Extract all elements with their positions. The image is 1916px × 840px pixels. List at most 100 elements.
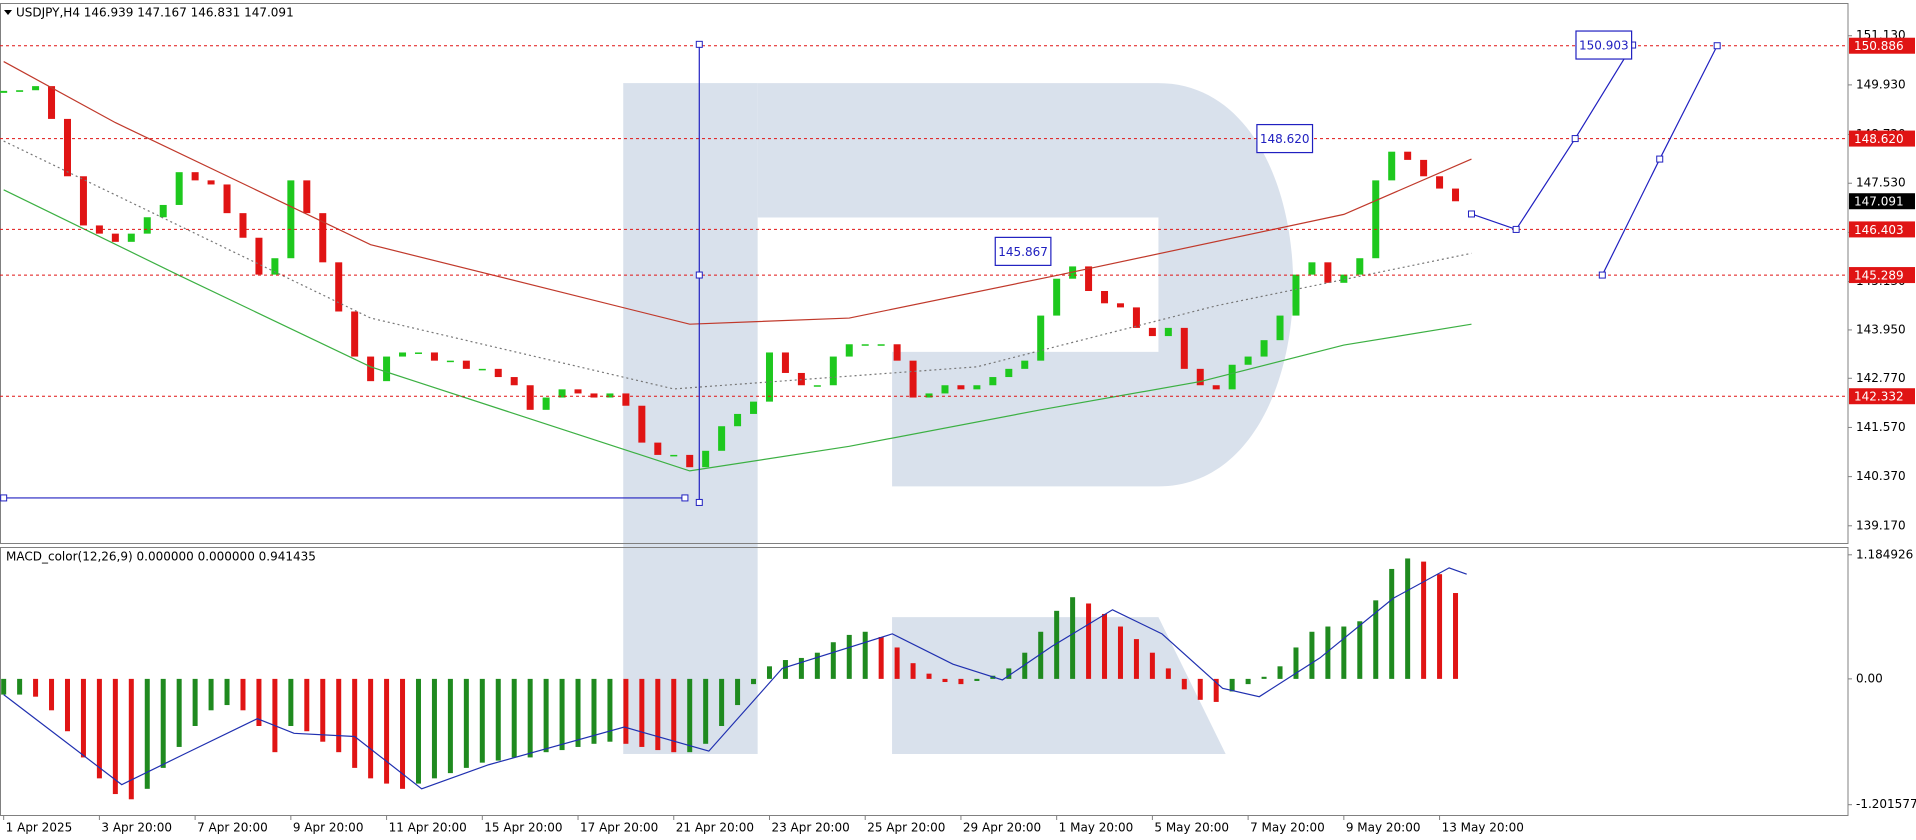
level-label: 148.620	[1854, 132, 1904, 146]
y-tick-label: 147.530	[1856, 176, 1906, 190]
macd-bar	[942, 678, 948, 683]
candle	[1148, 327, 1156, 337]
y-tick-label: 143.950	[1856, 322, 1906, 336]
x-tick-label: 7 May 20:00	[1250, 821, 1325, 835]
x-tick-label: 9 Apr 20:00	[293, 821, 364, 835]
macd-bar	[751, 678, 757, 685]
menu-triangle[interactable]	[4, 10, 12, 15]
macd-bar	[1070, 597, 1076, 679]
y-tick-label: 140.370	[1856, 469, 1906, 483]
candle	[1324, 262, 1332, 283]
macd-bar	[368, 678, 374, 779]
candle	[383, 356, 391, 382]
macd-bar	[64, 678, 70, 732]
candle	[32, 86, 40, 91]
macd-bar	[559, 678, 565, 751]
forecast-node	[695, 271, 703, 279]
macd-bar	[511, 678, 517, 758]
macd-bar	[639, 678, 645, 747]
level-label: 142.332	[1854, 390, 1904, 404]
candle	[845, 344, 853, 357]
candle	[1037, 315, 1045, 361]
annotation-label: 150.903	[1579, 39, 1629, 53]
candle	[143, 217, 151, 234]
y-tick-label: 149.930	[1856, 77, 1906, 91]
forecast-node	[1571, 135, 1579, 143]
candle	[973, 385, 981, 390]
macd-bar	[1261, 676, 1267, 679]
forecast-node	[695, 40, 703, 48]
candle	[925, 393, 933, 398]
x-tick-label: 17 Apr 20:00	[580, 821, 658, 835]
candle	[909, 360, 917, 398]
candle	[79, 176, 87, 226]
macd-bar	[192, 678, 198, 726]
candle	[207, 180, 215, 185]
macd-bar	[1165, 668, 1171, 679]
macd-bar	[1437, 574, 1443, 679]
macd-bar	[591, 678, 597, 744]
forecast-node	[1467, 210, 1475, 218]
candle	[622, 393, 630, 406]
macd-bar	[543, 678, 549, 753]
level-label: 146.403	[1854, 223, 1904, 237]
forecast-node	[1512, 225, 1520, 233]
candle	[542, 397, 550, 410]
x-tick-label: 11 Apr 20:00	[389, 821, 467, 835]
x-tick-label: 21 Apr 20:00	[676, 821, 754, 835]
candle	[1436, 176, 1444, 189]
macd-bar	[1421, 561, 1427, 679]
candle	[255, 237, 263, 275]
candle	[414, 352, 422, 354]
macd-bar	[240, 678, 246, 711]
macd-bar	[336, 678, 342, 753]
level-label-box	[1849, 267, 1915, 284]
candle	[734, 413, 742, 427]
macd-bar	[862, 631, 868, 679]
candle	[1276, 315, 1284, 341]
macd-bar	[719, 678, 725, 726]
candle	[510, 377, 518, 386]
macd-bar	[304, 678, 310, 732]
moving-average	[3, 189, 1472, 472]
candle	[718, 426, 726, 451]
last-price-box	[1849, 193, 1915, 210]
macd-bar	[974, 678, 980, 681]
candle	[702, 450, 710, 468]
macd-bar	[447, 678, 453, 774]
candle	[1005, 368, 1013, 378]
price-panel-frame	[0, 3, 1849, 544]
candle	[1260, 340, 1268, 357]
macd-bar	[128, 678, 134, 800]
macd-bar	[288, 678, 294, 726]
candle	[893, 344, 901, 361]
candle	[446, 360, 454, 363]
macd-bar	[798, 657, 804, 679]
macd-bar	[878, 637, 884, 679]
macd-bar	[1245, 678, 1251, 685]
candle	[1053, 278, 1061, 316]
candle	[861, 344, 869, 346]
macd-bar	[320, 678, 326, 742]
candle	[526, 385, 534, 410]
y-tick-label: 0.00	[1856, 671, 1883, 685]
x-tick-label: 5 May 20:00	[1154, 821, 1229, 835]
x-tick-label: 3 Apr 20:00	[101, 821, 172, 835]
macd-bar	[479, 678, 485, 763]
level-label-box	[1849, 37, 1915, 54]
x-tick-label: 25 Apr 20:00	[867, 821, 945, 835]
candle	[478, 368, 486, 371]
candle	[590, 393, 598, 398]
candle	[367, 356, 375, 382]
candle	[159, 204, 167, 218]
candle	[223, 184, 231, 214]
last-price-label: 147.091	[1854, 195, 1904, 209]
candle	[303, 180, 311, 214]
macd-bar	[208, 678, 214, 711]
macd-bar	[112, 678, 118, 795]
macd-bar	[1022, 652, 1028, 679]
forecast-node	[695, 498, 703, 506]
candle	[989, 377, 997, 386]
annotation-label: 148.620	[1260, 132, 1310, 146]
candle	[654, 442, 662, 455]
